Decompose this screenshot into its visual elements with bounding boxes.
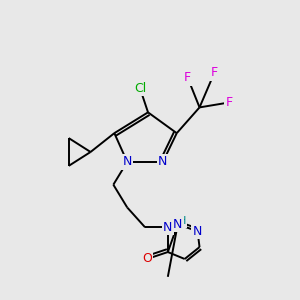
Text: F: F [226,96,233,109]
Text: F: F [184,71,191,84]
Text: F: F [211,66,218,79]
Text: N: N [163,221,172,234]
Text: Cl: Cl [134,82,146,95]
Text: H: H [178,216,186,226]
Text: O: O [142,253,152,266]
Text: N: N [173,218,182,231]
Text: N: N [193,225,202,238]
Text: N: N [158,155,168,168]
Text: N: N [122,155,132,168]
